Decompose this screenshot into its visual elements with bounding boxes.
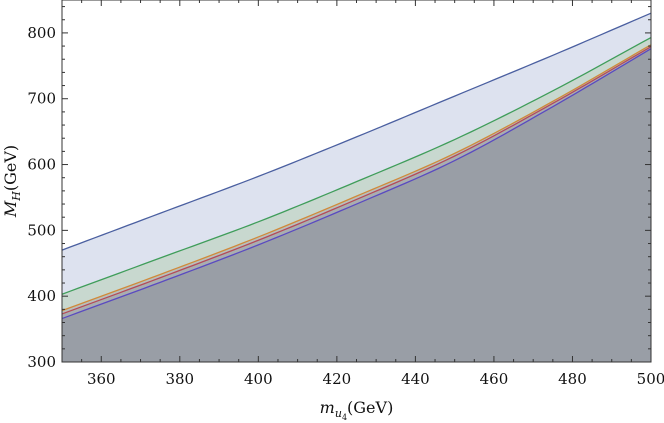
y-axis: 300 400 500 600 700 800 [27, 6, 651, 371]
y-tick-label: 500 [27, 221, 56, 239]
y-axis-title: MH(GeV) [1, 145, 23, 218]
y-axis-title-sub: H [10, 191, 23, 202]
x-axis-title-var: m [320, 398, 335, 417]
x-tick-label: 420 [323, 370, 352, 388]
x-tick-label: 360 [87, 370, 116, 388]
x-axis: 360 380 400 420 440 460 480 500 [61, 0, 664, 388]
series-1-line [61, 12, 652, 251]
x-tick-label: 500 [637, 370, 664, 388]
y-tick-label: 400 [27, 287, 56, 305]
series-fills [62, 13, 651, 363]
series-3-line [61, 44, 652, 312]
y-axis-title-var: M [1, 200, 20, 218]
y-tick-label: 300 [27, 353, 56, 371]
x-axis-title-sub: u [335, 407, 342, 420]
y-axis-title-unit: (GeV) [1, 145, 20, 191]
series-2-line [61, 36, 652, 295]
x-tick-label: 400 [244, 370, 273, 388]
x-tick-label: 460 [480, 370, 509, 388]
x-tick-label: 480 [558, 370, 587, 388]
x-tick-label: 380 [165, 370, 194, 388]
series-lines [61, 12, 652, 320]
x-axis-title-subsub: 4 [342, 413, 347, 422]
y-tick-label: 600 [27, 156, 56, 174]
y-tick-label: 800 [27, 24, 56, 42]
series-4-line [61, 46, 652, 315]
series-5-line [61, 48, 652, 320]
series-5-fill [62, 48, 651, 363]
x-axis-title: mu4(GeV) [320, 398, 394, 422]
x-axis-title-unit: (GeV) [347, 398, 393, 417]
x-tick-label: 440 [401, 370, 430, 388]
y-tick-label: 700 [27, 90, 56, 108]
